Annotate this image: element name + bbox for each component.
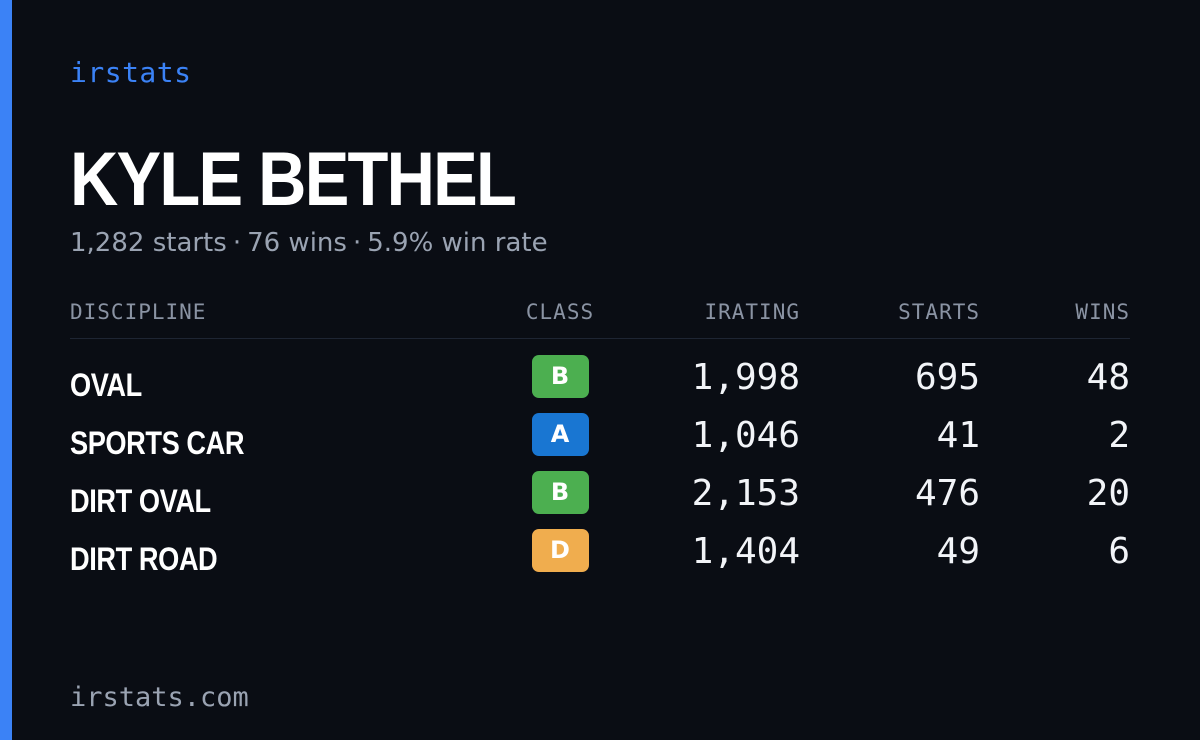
header-discipline: DISCIPLINE [70,300,207,324]
summary-win-rate: 5.9% win rate [367,228,548,258]
brand-logo-text: irstats [70,56,192,89]
table-row: DIRT ROAD D 1,404 49 6 [70,529,1130,587]
discipline-name: DIRT ROAD [70,541,218,577]
header-class: CLASS [525,300,595,324]
header-irating: IRATING [704,300,800,324]
class-cell: B [500,471,620,514]
starts-value: 476 [914,473,980,514]
discipline-stats-table: DISCIPLINE CLASS IRATING STARTS WINS OVA… [70,300,1130,587]
class-badge: B [531,355,589,398]
class-cell: D [500,529,620,572]
table-row: OVAL B 1,998 695 48 [70,355,1130,413]
class-cell: B [500,355,620,398]
starts-value: 695 [914,357,980,398]
irating-value: 1,404 [691,531,800,572]
table-row: SPORTS CAR A 1,046 41 2 [70,413,1130,471]
discipline-name: SPORTS CAR [70,425,245,461]
class-badge: D [531,529,589,572]
player-summary: 1,282 starts · 76 wins · 5.9% win rate [70,228,548,258]
irating-value: 1,998 [691,357,800,398]
discipline-name: DIRT OVAL [70,483,211,519]
irating-value: 1,046 [691,415,800,456]
wins-value: 48 [1086,357,1130,398]
table-header-row: DISCIPLINE CLASS IRATING STARTS WINS [70,300,1130,339]
class-badge: B [531,471,589,514]
summary-separator: · [232,228,242,258]
summary-starts: 1,282 starts [70,228,227,258]
header-starts: STARTS [898,300,980,324]
wins-value: 2 [1108,415,1130,456]
summary-separator: · [352,228,362,258]
table-row: DIRT OVAL B 2,153 476 20 [70,471,1130,529]
accent-bar [0,0,12,740]
irating-value: 2,153 [691,473,800,514]
class-badge: A [531,413,589,456]
summary-wins: 76 wins [247,228,347,258]
wins-value: 6 [1108,531,1130,572]
class-cell: A [500,413,620,456]
starts-value: 41 [936,415,980,456]
player-name: KYLE BETHEL [70,137,517,222]
footer-url[interactable]: irstats.com [70,682,249,713]
wins-value: 20 [1086,473,1130,514]
starts-value: 49 [936,531,980,572]
discipline-name: OVAL [70,367,142,403]
header-wins: WINS [1075,300,1130,324]
